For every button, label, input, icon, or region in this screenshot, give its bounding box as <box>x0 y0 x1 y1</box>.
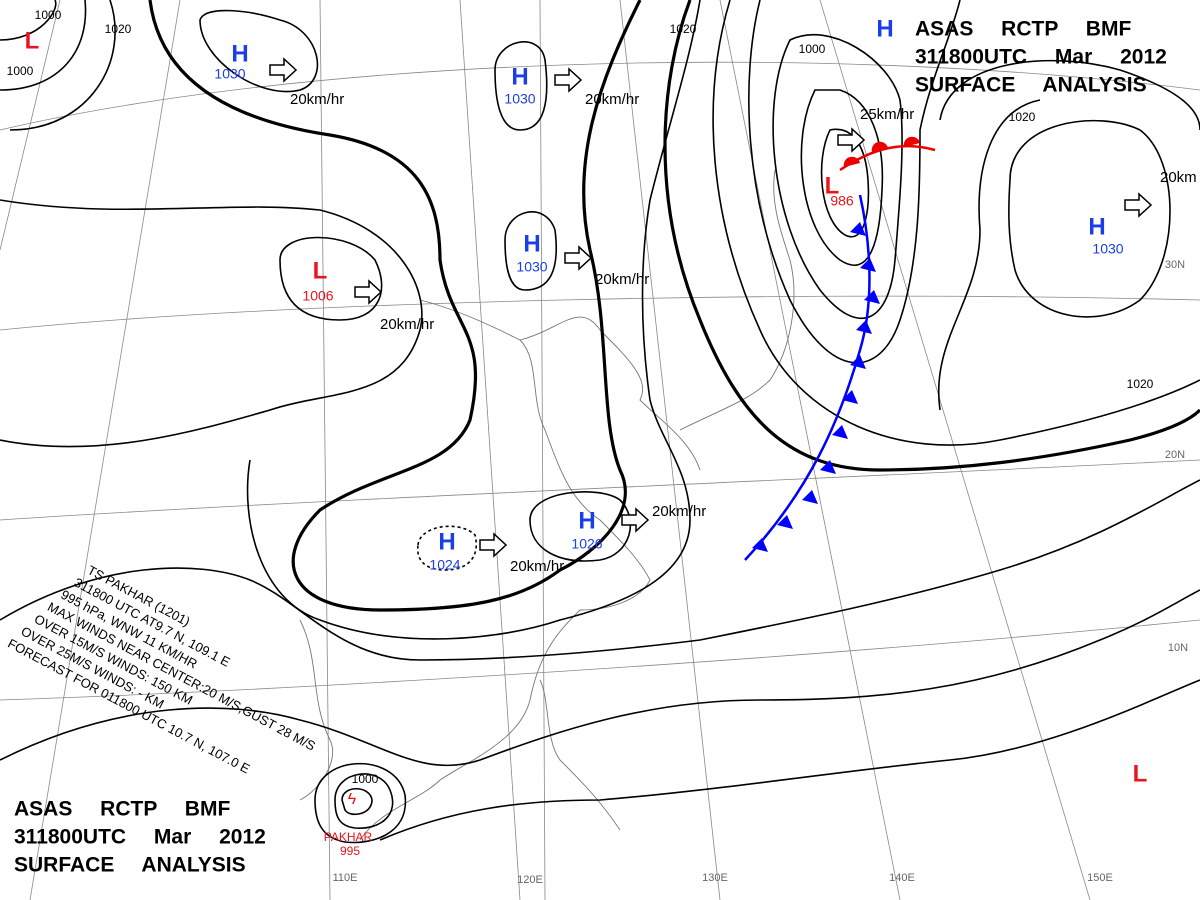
motion-label: 20km/hr <box>510 558 564 575</box>
isobar-label: 1000 <box>352 772 379 786</box>
typhoon-pressure: 995 <box>340 844 360 858</box>
grid-label: 110E <box>333 872 358 884</box>
center-pressure: 1006 <box>302 288 333 304</box>
grid-label: 30N <box>1165 259 1185 271</box>
motion-arrow <box>621 507 650 533</box>
header-line: 311800UTC Mar 2012 <box>915 46 1167 69</box>
motion-arrow <box>269 57 298 83</box>
center-symbol: H <box>523 230 540 257</box>
grid-label: 130E <box>702 872 728 884</box>
motion-arrow <box>564 245 593 271</box>
typhoon-name: PAKHAR <box>324 830 373 844</box>
center-symbol: H <box>876 15 893 42</box>
cold-front-symbol <box>856 320 872 334</box>
header-line: SURFACE ANALYSIS <box>915 74 1147 97</box>
cold-front-symbol <box>802 490 818 504</box>
center-symbol: H <box>438 528 455 555</box>
motion-label: 20km <box>1160 169 1197 186</box>
cold-front-symbol <box>864 290 880 304</box>
center-symbol: L <box>313 257 328 284</box>
isobar-label: 1000 <box>7 64 34 78</box>
grid-label: 120E <box>517 874 543 886</box>
coastlines <box>299 169 795 841</box>
motion-label: 20km/hr <box>290 91 344 108</box>
center-pressure: 1030 <box>1092 241 1123 257</box>
motion-arrow <box>554 67 583 93</box>
isobar-label: 1020 <box>670 22 697 36</box>
warm-front-symbol <box>871 141 888 152</box>
motion-arrow <box>479 532 508 558</box>
center-pressure: 1030 <box>214 66 245 82</box>
center-pressure: 1024 <box>429 557 460 573</box>
grid-label: 20N <box>1165 449 1185 461</box>
center-pressure: 986 <box>830 193 854 209</box>
cold-front-symbol <box>820 460 836 474</box>
cold-front-symbol <box>752 538 768 552</box>
motion-label: 20km/hr <box>652 503 706 520</box>
motion-arrow <box>1124 192 1153 218</box>
center-symbol: H <box>511 63 528 90</box>
cold-front-symbol <box>832 425 848 439</box>
grid-label: 140E <box>889 872 915 884</box>
grid-label: 150E <box>1087 872 1113 884</box>
motion-label: 20km/hr <box>585 91 639 108</box>
motion-label: 20km/hr <box>380 316 434 333</box>
cold-front <box>744 194 871 561</box>
cold-front-symbol <box>842 390 858 404</box>
center-pressure: 1026 <box>571 536 602 552</box>
center-symbol: L <box>25 27 40 54</box>
center-symbol: H <box>578 507 595 534</box>
header-line: 311800UTC Mar 2012 <box>14 826 266 849</box>
center-symbol: L <box>1133 760 1148 787</box>
motion-label: 20km/hr <box>595 271 649 288</box>
header-line: ASAS RCTP BMF <box>915 18 1131 41</box>
isobar-label: 1020 <box>1009 110 1036 124</box>
center-symbol: L <box>825 172 840 199</box>
header-line: SURFACE ANALYSIS <box>14 854 246 877</box>
cold-front-symbol <box>850 222 866 236</box>
isobar-label: 1020 <box>105 22 132 36</box>
grid-label: 10N <box>1168 642 1188 654</box>
cold-front-symbol <box>777 515 793 529</box>
typhoon-symbol: ϟ <box>348 791 357 808</box>
motion-arrow <box>837 127 866 153</box>
isobar-label: 1020 <box>1127 377 1154 391</box>
warm-front-symbol <box>843 156 860 167</box>
isobar-label: 1000 <box>35 8 62 22</box>
center-symbol: H <box>1088 213 1105 240</box>
center-pressure: 1030 <box>504 91 535 107</box>
center-symbol: H <box>231 40 248 67</box>
warm-front-symbol <box>903 136 920 147</box>
center-pressure: 1030 <box>516 259 547 275</box>
motion-arrow <box>354 279 383 305</box>
cold-front-symbol <box>850 355 866 369</box>
cold-front-symbol <box>860 258 876 272</box>
header-line: ASAS RCTP BMF <box>14 798 230 821</box>
motion-label: 25km/hr <box>860 106 914 123</box>
isobar-label: 1000 <box>799 42 826 56</box>
isobars <box>0 0 1200 844</box>
